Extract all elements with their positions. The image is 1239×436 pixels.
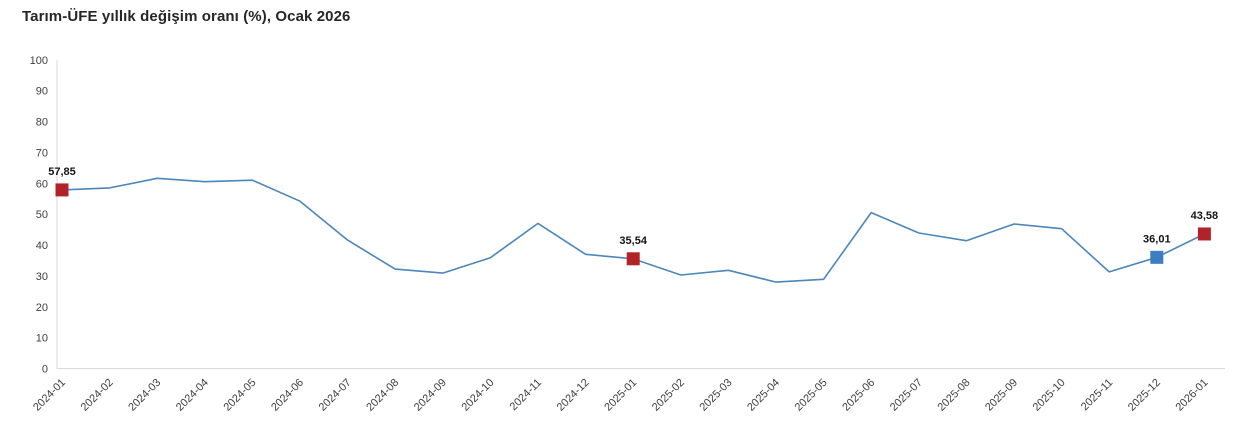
x-tick-label: 2025-04 xyxy=(745,377,782,414)
data-marker xyxy=(55,183,69,197)
chart-title: Tarım-ÜFE yıllık değişim oranı (%), Ocak… xyxy=(22,8,351,25)
x-tick-label: 2025-02 xyxy=(650,377,687,414)
y-tick-label: 70 xyxy=(36,147,48,159)
x-tick-label: 2024-09 xyxy=(412,377,449,414)
x-tick-label: 2024-03 xyxy=(126,377,163,414)
x-tick-label: 2025-05 xyxy=(793,377,830,414)
x-tick-label: 2024-05 xyxy=(221,377,258,414)
y-tick-label: 60 xyxy=(36,178,48,190)
y-tick-label: 90 xyxy=(36,86,48,98)
series-line xyxy=(61,177,1206,283)
x-tick-label: 2024-02 xyxy=(79,377,116,414)
x-tick-label: 2025-09 xyxy=(983,377,1020,414)
y-tick-label: 50 xyxy=(36,209,48,221)
x-tick-label: 2025-11 xyxy=(1079,377,1115,413)
y-tick-label: 10 xyxy=(36,333,48,345)
x-tick-label: 2025-07 xyxy=(888,377,925,414)
x-tick-label: 2025-08 xyxy=(935,377,972,414)
x-tick-label: 2024-06 xyxy=(269,377,306,414)
data-label: 57,85 xyxy=(48,166,76,178)
x-tick-label: 2025-10 xyxy=(1031,377,1068,414)
x-tick-label: 2025-12 xyxy=(1126,377,1163,414)
y-tick-label: 40 xyxy=(36,240,48,252)
y-tick-label: 30 xyxy=(36,271,48,283)
y-tick-label: 80 xyxy=(36,117,48,129)
x-tick-label: 2024-07 xyxy=(317,377,354,414)
data-marker xyxy=(1150,250,1164,264)
x-tick-label: 2024-11 xyxy=(508,377,544,413)
axes xyxy=(56,59,1225,369)
x-tick-label: 2024-04 xyxy=(174,377,211,414)
x-tick-label: 2024-12 xyxy=(555,377,592,414)
data-label: 43,58 xyxy=(1191,210,1219,222)
data-label: 35,54 xyxy=(619,235,647,247)
data-marker xyxy=(626,252,640,266)
x-tick-label: 2024-10 xyxy=(459,377,496,414)
x-tick-label: 2024-01 xyxy=(31,377,68,414)
y-tick-label: 0 xyxy=(42,364,48,376)
x-tick-label: 2025-03 xyxy=(697,377,734,414)
x-tick-label: 2025-06 xyxy=(840,377,877,414)
data-marker xyxy=(1197,227,1211,241)
x-tick-label: 2025-01 xyxy=(602,377,639,414)
y-tick-label: 20 xyxy=(36,302,48,314)
y-tick-label: 100 xyxy=(30,55,48,67)
x-tick-label: 2026-01 xyxy=(1173,377,1210,414)
data-label: 36,01 xyxy=(1143,233,1171,245)
x-tick-label: 2024-08 xyxy=(364,377,401,414)
